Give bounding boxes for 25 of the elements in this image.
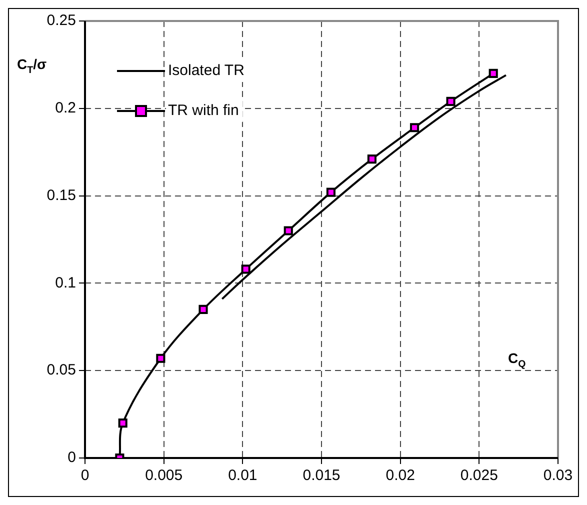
y-tick-label: 0	[68, 449, 76, 466]
point	[156, 354, 166, 363]
x-tick-label: 0.015	[302, 467, 340, 484]
x-tick-label: 0.03	[543, 467, 573, 484]
legend-label: TR with fin	[168, 102, 239, 120]
y-tick-label: 0.2	[55, 100, 76, 117]
x-tick-label: 0.025	[460, 467, 498, 484]
point	[118, 418, 128, 428]
point	[284, 226, 293, 236]
point	[241, 264, 250, 274]
y-tick-label: 0.05	[46, 362, 76, 379]
x-tick-label: 0.01	[228, 467, 258, 484]
x-tick-label: 0.02	[386, 467, 415, 484]
x-tick-label: 0.005	[145, 467, 183, 484]
y-tick-label: 0.15	[46, 186, 76, 204]
point	[410, 123, 420, 132]
y-tick-label: 0.1	[55, 274, 76, 292]
point	[326, 188, 336, 197]
y-tick-label: 0.25	[46, 12, 76, 30]
legend-label: Isolated TR	[168, 62, 245, 80]
point	[488, 68, 498, 78]
x-tick-label: 0	[80, 467, 90, 484]
point	[446, 96, 456, 106]
point	[198, 304, 208, 314]
point	[367, 154, 376, 164]
